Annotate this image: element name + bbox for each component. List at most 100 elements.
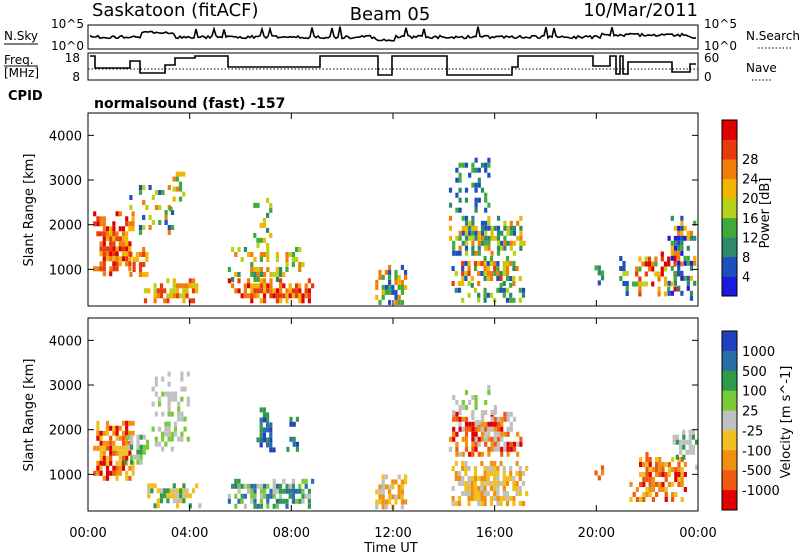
velocity-cell	[493, 446, 497, 452]
velocity-cell	[506, 446, 510, 452]
power-cell	[499, 287, 503, 293]
velocity-cell	[292, 441, 296, 447]
velocity-cell	[115, 450, 119, 456]
power-cell	[154, 205, 159, 210]
power-cell	[275, 252, 279, 257]
velocity-cell	[263, 483, 267, 489]
velocity-cell	[164, 441, 168, 447]
velocity-cell	[679, 444, 683, 450]
power-cell	[185, 288, 189, 294]
power-cell	[275, 267, 279, 272]
power-cell	[182, 191, 186, 197]
power-cell	[597, 265, 601, 271]
power-cell	[112, 251, 116, 257]
velocity-cell	[188, 503, 192, 509]
power-cell	[259, 222, 263, 228]
velocity-cell	[282, 478, 286, 484]
velocity-cell	[500, 416, 504, 422]
power-cell	[663, 291, 668, 297]
power-cell	[677, 255, 681, 261]
power-colorbar-tick: 8	[742, 251, 750, 266]
velocity-cell	[388, 489, 392, 495]
velocity-cell	[496, 436, 501, 442]
power-cell	[121, 231, 126, 237]
power-cell	[490, 235, 494, 241]
velocity-cell	[505, 476, 510, 481]
power-cell	[693, 280, 697, 286]
velocity-cell	[378, 484, 382, 490]
velocity-cell	[468, 426, 472, 432]
power-cell	[464, 220, 469, 226]
power-cell	[381, 284, 385, 290]
velocity-cell	[677, 472, 681, 477]
power-cell	[250, 252, 254, 257]
velocity-cell	[691, 444, 695, 450]
velocity-cell	[503, 431, 507, 437]
velocity-cell	[645, 477, 649, 482]
power-cell	[288, 283, 292, 289]
power-ytick-label: 4000	[49, 129, 82, 144]
power-cell	[131, 226, 135, 232]
power-cell	[487, 220, 491, 226]
power-cell	[388, 299, 392, 305]
velocity-cell	[648, 492, 652, 497]
velocity-cell	[172, 483, 176, 489]
power-cell	[256, 288, 260, 294]
power-cell	[631, 281, 636, 287]
velocity-cell	[259, 483, 263, 489]
velocity-cell	[645, 452, 649, 457]
power-cell	[93, 266, 97, 272]
velocity-cell	[182, 483, 186, 489]
velocity-cell	[487, 390, 491, 395]
velocity-cell	[461, 481, 465, 486]
power-cell	[477, 167, 481, 173]
velocity-cell	[179, 488, 183, 494]
power-cell	[641, 261, 645, 267]
power-cell	[153, 298, 157, 304]
velocity-cell	[505, 496, 510, 501]
velocity-cell	[172, 493, 176, 499]
power-cell	[169, 206, 173, 212]
velocity-cell	[96, 465, 100, 471]
velocity-cell	[464, 405, 469, 410]
velocity-cell	[121, 465, 126, 471]
velocity-cell	[282, 488, 286, 494]
velocity-cell	[464, 421, 469, 427]
velocity-cell	[452, 431, 456, 437]
velocity-cell	[480, 501, 484, 506]
velocity-cell	[167, 421, 171, 427]
power-cell	[461, 266, 465, 271]
velocity-cell	[139, 454, 143, 460]
power-cell	[505, 287, 510, 293]
velocity-cell	[474, 405, 478, 410]
velocity-cell	[154, 441, 158, 447]
power-cell	[474, 250, 478, 256]
velocity-cell	[102, 450, 106, 456]
velocity-cell	[146, 444, 150, 450]
power-cell	[279, 288, 283, 294]
velocity-cell	[655, 457, 659, 462]
power-cell	[458, 197, 462, 203]
power-cell	[167, 205, 171, 210]
power-cell	[673, 261, 677, 267]
power-cell	[145, 257, 149, 262]
velocity-cell	[648, 477, 652, 482]
power-cell	[489, 261, 494, 266]
power-cell	[647, 256, 652, 262]
velocity-cell	[632, 492, 636, 497]
velocity-cell	[99, 435, 103, 441]
power-cell	[677, 265, 681, 271]
velocity-cell	[93, 445, 97, 451]
velocity-cell	[186, 436, 190, 442]
velocity-cell	[301, 478, 305, 484]
power-cell	[467, 281, 471, 286]
velocity-cell	[154, 376, 158, 382]
power-cell	[102, 226, 106, 232]
velocity-cell	[288, 483, 292, 489]
velocity-cell	[93, 470, 97, 476]
power-cell	[686, 280, 690, 286]
velocity-cell	[489, 496, 494, 501]
velocity-cell	[464, 486, 468, 491]
velocity-cell	[180, 411, 184, 417]
velocity-cell	[629, 497, 633, 502]
